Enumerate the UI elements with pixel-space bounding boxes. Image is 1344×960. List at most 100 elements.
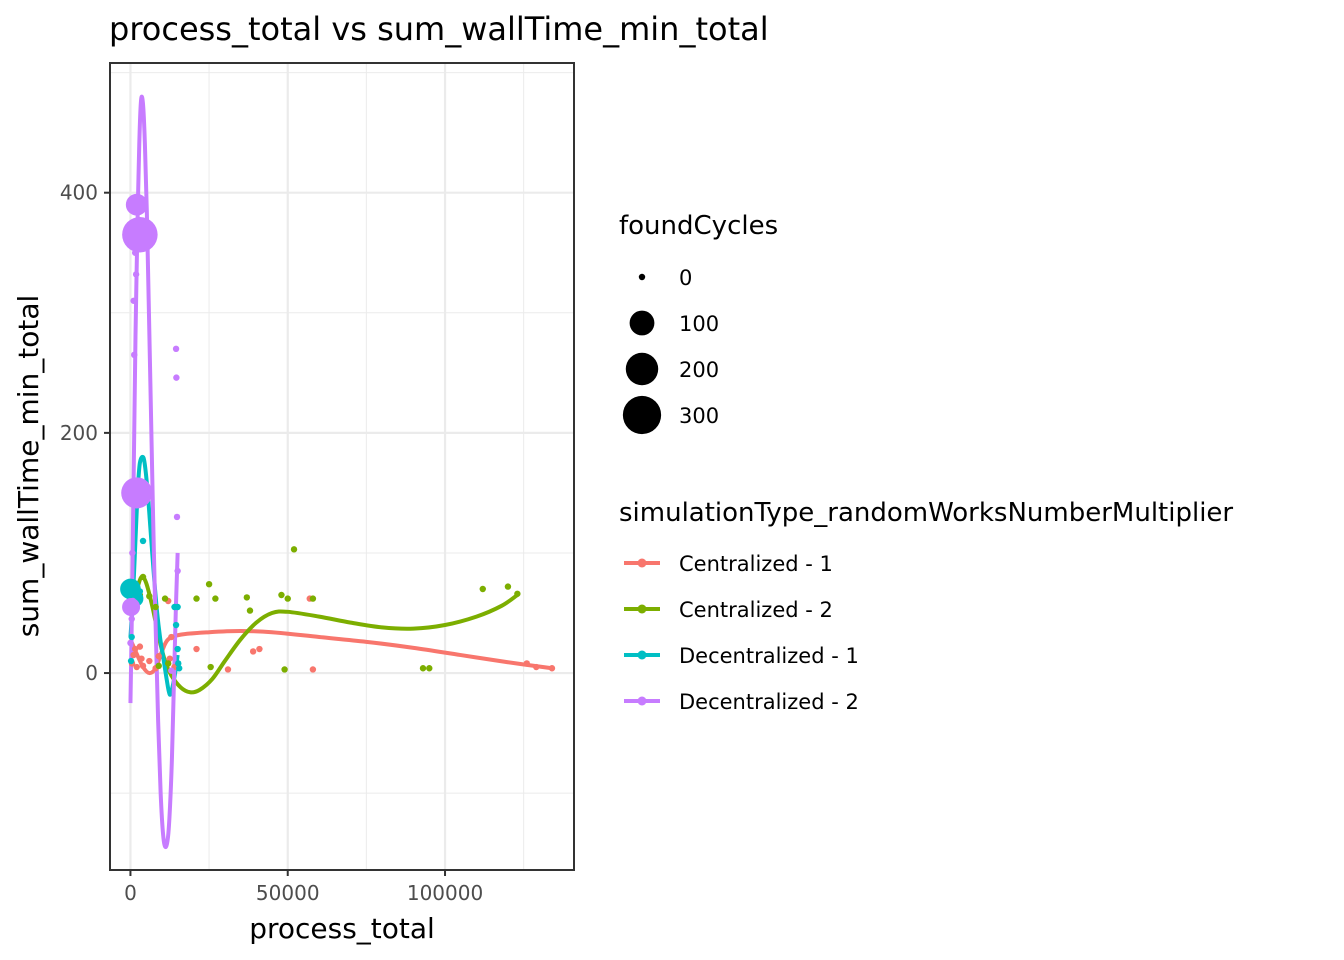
data-point-series-2 xyxy=(176,665,183,672)
data-point-series-3 xyxy=(131,351,138,359)
size-legend-title: foundCycles xyxy=(619,211,778,241)
smooth-line-series-0 xyxy=(128,629,553,676)
data-point-series-0 xyxy=(136,643,144,650)
data-point-series-1 xyxy=(278,591,285,599)
data-point-series-0 xyxy=(133,663,140,671)
x-axis: 0 50000 100000 xyxy=(124,870,483,905)
data-point-series-1 xyxy=(284,595,291,602)
smooth-lines xyxy=(128,94,553,850)
color-legend-label: Decentralized - 1 xyxy=(679,644,859,668)
data-point-series-2 xyxy=(172,621,180,629)
size-legend-label: 200 xyxy=(679,358,719,382)
data-point-series-0 xyxy=(249,648,257,655)
data-point-series-1 xyxy=(479,585,486,593)
plot-area xyxy=(109,62,575,871)
smooth-line-series-2 xyxy=(128,454,180,697)
data-point-series-2 xyxy=(127,657,135,665)
data-point-series-0 xyxy=(193,645,200,653)
data-points xyxy=(120,193,556,674)
data-point-series-0 xyxy=(168,633,175,641)
data-point-series-1 xyxy=(155,662,162,670)
y-tick-label: 0 xyxy=(85,661,98,685)
size-legend-key xyxy=(638,273,646,281)
plot-border xyxy=(109,62,575,871)
data-point-series-1 xyxy=(139,573,147,581)
data-point-series-2 xyxy=(175,660,182,667)
data-point-series-0 xyxy=(146,657,153,665)
data-point-series-1 xyxy=(290,546,298,553)
data-point-series-3 xyxy=(174,567,181,575)
y-axis: 0 200 400 xyxy=(60,181,110,685)
data-point-series-2 xyxy=(136,588,144,595)
size-legend-label: 300 xyxy=(679,404,719,428)
chart-title: process_total vs sum_wallTime_min_total xyxy=(109,10,769,48)
color-legend-label: Decentralized - 2 xyxy=(679,690,859,714)
data-point-series-1 xyxy=(281,666,288,673)
color-legend-label: Centralized - 1 xyxy=(679,552,833,576)
x-axis-title: process_total xyxy=(249,912,435,945)
data-point-series-1 xyxy=(419,665,427,672)
data-point-series-1 xyxy=(309,595,317,602)
data-point-series-1 xyxy=(246,607,254,614)
size-legend-key xyxy=(625,352,659,386)
data-point-series-0 xyxy=(155,653,162,660)
data-point-series-3 xyxy=(129,597,137,605)
size-legend-key xyxy=(629,310,655,336)
data-point-series-3 xyxy=(173,374,180,381)
data-point-series-0 xyxy=(256,645,263,653)
size-legend-key xyxy=(622,395,662,435)
y-tick-label: 200 xyxy=(60,421,98,445)
data-point-series-0 xyxy=(224,666,232,673)
data-point-series-2 xyxy=(139,537,147,545)
data-point-series-1 xyxy=(504,583,512,590)
data-point-series-0 xyxy=(130,651,137,659)
data-point-series-1 xyxy=(426,665,433,672)
x-tick-label: 0 xyxy=(124,881,137,905)
color-legend-title: simulationType_randomWorksNumberMultipli… xyxy=(619,498,1233,528)
smooth-line-series-3 xyxy=(128,94,180,850)
data-point-series-1 xyxy=(146,592,153,600)
data-point-series-3 xyxy=(129,549,136,557)
data-point-series-3 xyxy=(173,513,181,521)
y-tick-label: 400 xyxy=(60,181,98,205)
data-point-series-1 xyxy=(243,594,251,601)
data-point-series-0 xyxy=(139,662,147,670)
data-point-series-2 xyxy=(130,579,137,587)
data-point-series-0 xyxy=(548,665,556,672)
color-legend-point xyxy=(637,604,647,614)
data-point-series-2 xyxy=(174,645,181,653)
size-legend: foundCycles 0 100 200 300 xyxy=(619,211,778,435)
y-axis-title: sum_wallTime_min_total xyxy=(12,295,45,638)
data-point-series-2 xyxy=(128,633,135,641)
data-point-series-3 xyxy=(168,667,175,674)
color-legend-label: Centralized - 2 xyxy=(679,598,833,622)
data-point-series-3 xyxy=(132,271,140,278)
data-point-series-2 xyxy=(174,603,181,611)
color-legend-point xyxy=(637,696,647,706)
data-point-series-0 xyxy=(138,655,145,662)
data-point-series-1 xyxy=(152,603,159,611)
plot-background xyxy=(110,63,574,870)
data-point-series-1 xyxy=(212,595,219,602)
data-point-series-1 xyxy=(207,663,214,671)
size-legend-label: 100 xyxy=(679,312,719,336)
color-legend: simulationType_randomWorksNumberMultipli… xyxy=(619,498,1233,714)
data-point-series-3 xyxy=(130,297,137,304)
grid-minor xyxy=(110,63,574,870)
data-point-series-3 xyxy=(125,193,148,216)
data-point-series-1 xyxy=(193,595,200,602)
color-legend-point xyxy=(637,650,647,660)
data-point-series-3 xyxy=(122,216,158,253)
grid-major xyxy=(110,63,574,870)
data-point-series-0 xyxy=(309,666,317,673)
x-tick-label: 100000 xyxy=(407,881,483,905)
data-point-series-3 xyxy=(127,639,134,647)
data-point-series-0 xyxy=(166,655,173,662)
x-tick-label: 50000 xyxy=(256,881,320,905)
data-point-series-1 xyxy=(161,595,169,602)
data-point-series-3 xyxy=(128,615,135,623)
data-point-series-1 xyxy=(205,580,213,588)
data-point-series-1 xyxy=(514,590,521,597)
data-point-series-0 xyxy=(533,663,540,671)
